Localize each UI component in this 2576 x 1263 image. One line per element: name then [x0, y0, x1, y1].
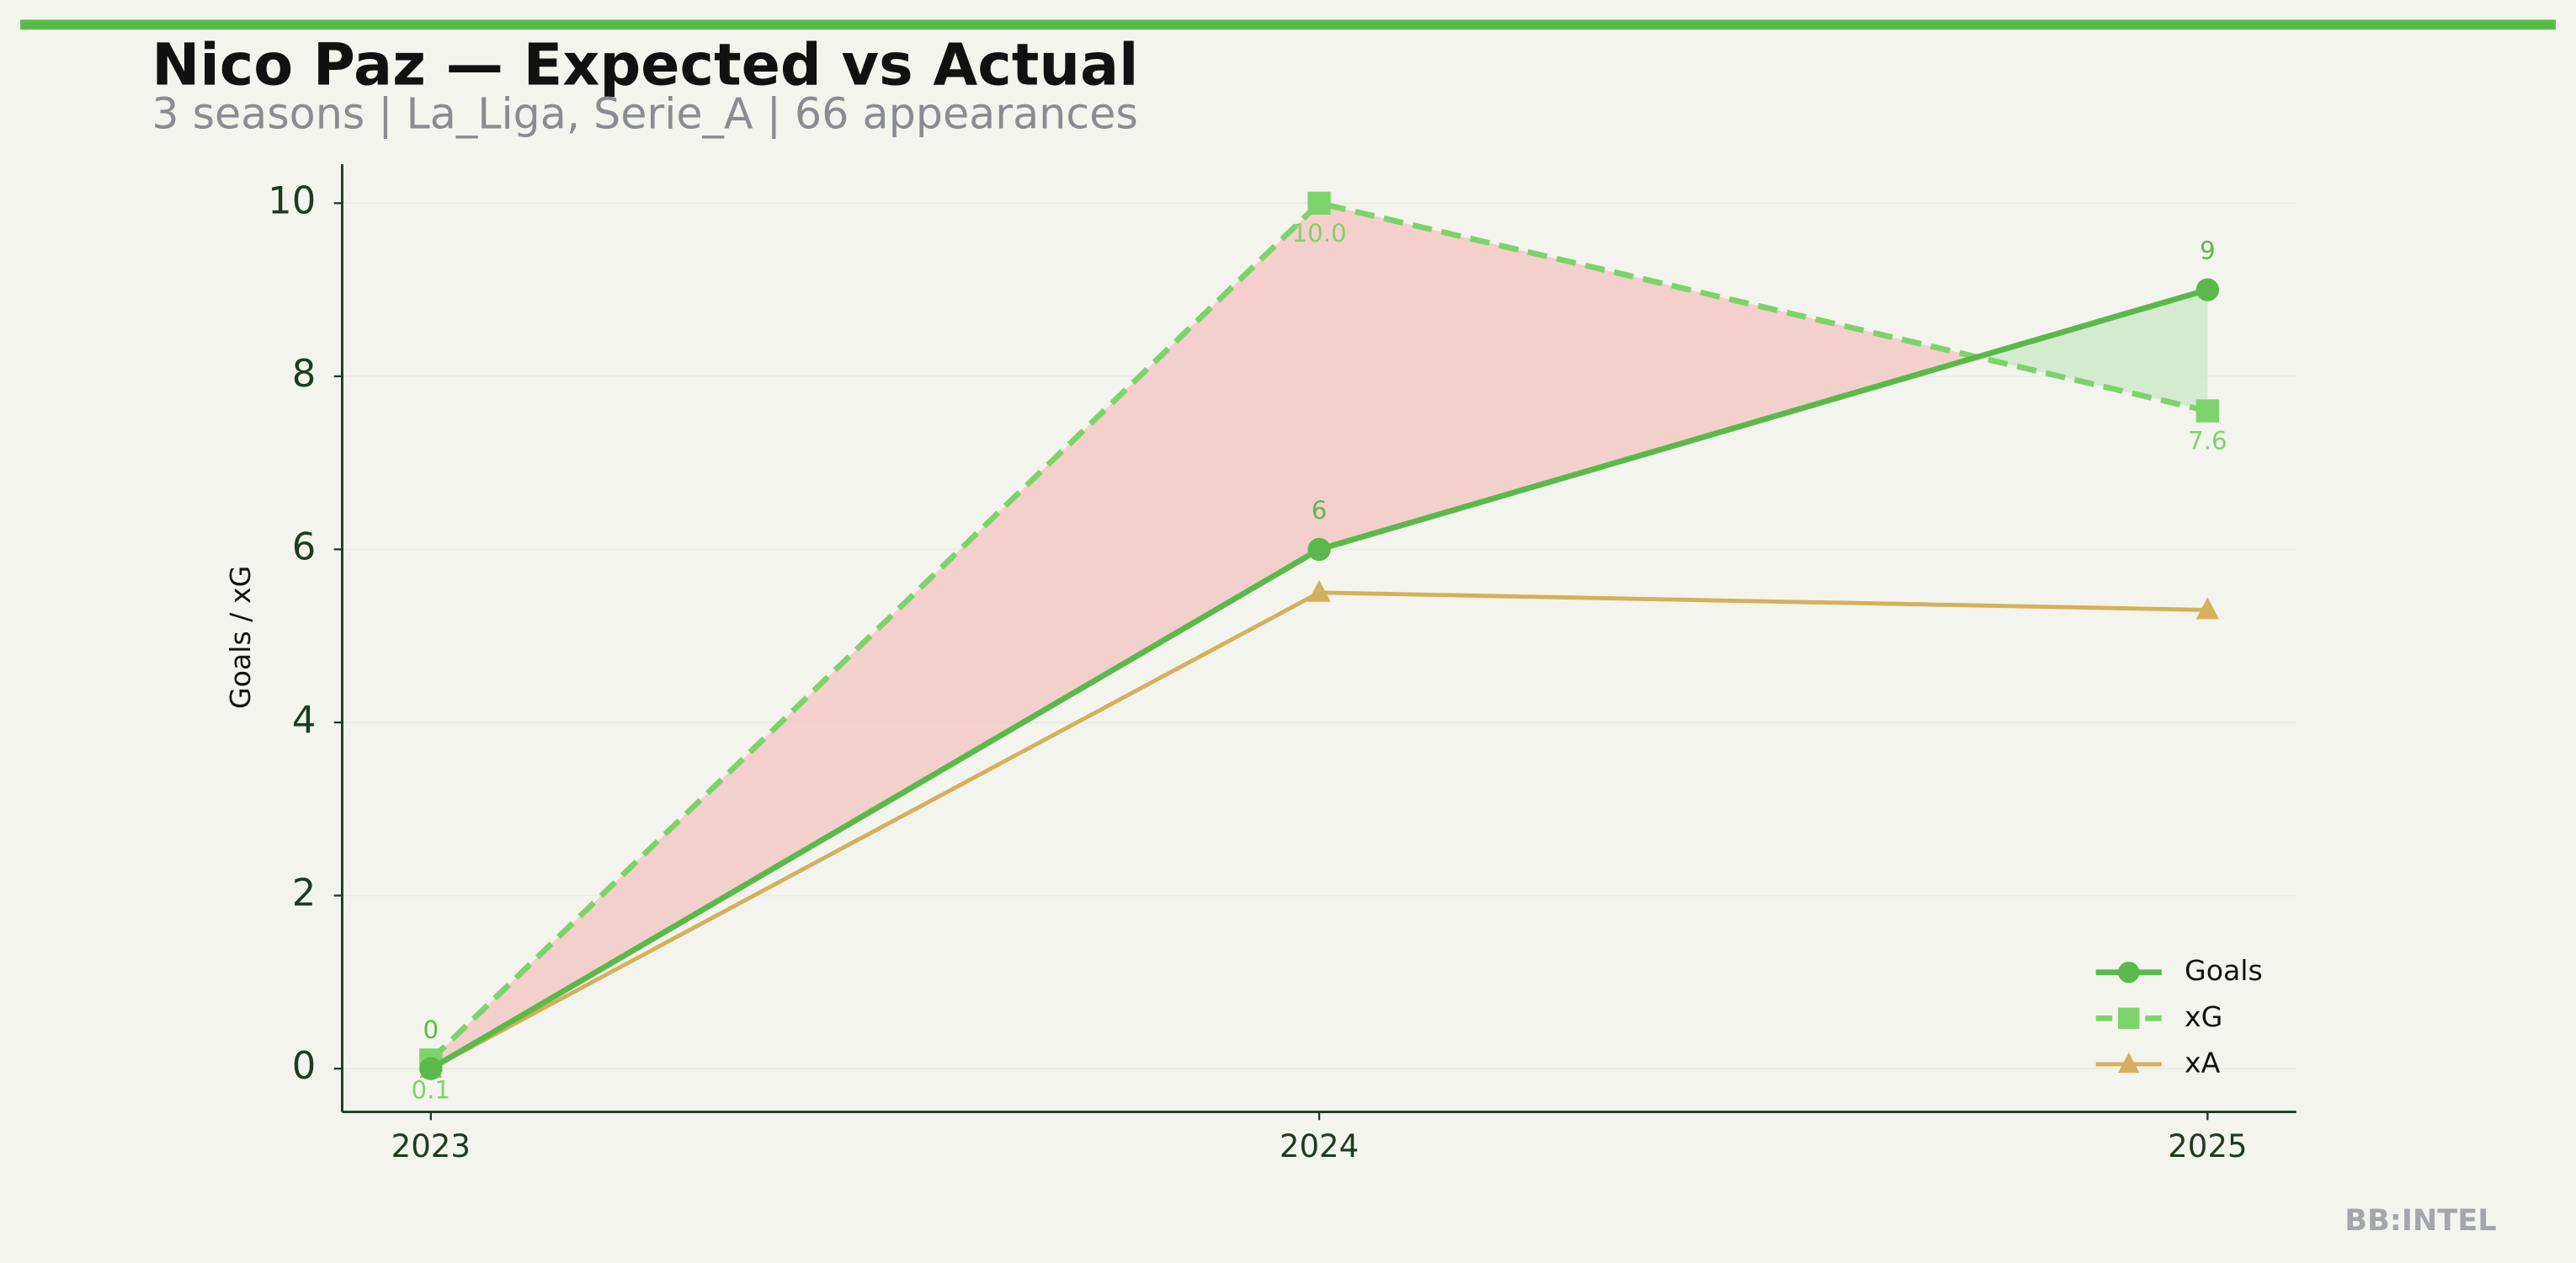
- y-tick-label: 8: [292, 351, 317, 396]
- top-bar: [20, 19, 2556, 30]
- gap-fill: [1319, 203, 1977, 550]
- x-tick-label: 2023: [391, 1128, 471, 1164]
- legend-marker: [2118, 1052, 2140, 1074]
- data-point: [2195, 597, 2219, 620]
- y-tick-label: 4: [292, 697, 317, 742]
- watermark: BB:INTEL: [2344, 1203, 2496, 1238]
- value-label: 0.1: [412, 1075, 451, 1104]
- legend-label: xG: [2185, 1000, 2222, 1033]
- x-tick-label: 2025: [2168, 1128, 2247, 1164]
- chart-subtitle: 3 seasons | La_Liga, Serie_A | 66 appear…: [152, 88, 1138, 139]
- x-tick-label: 2024: [1280, 1128, 1359, 1164]
- y-tick-label: 2: [292, 871, 317, 915]
- value-label: 10.0: [1291, 219, 1346, 248]
- value-label: 6: [1312, 496, 1328, 525]
- legend-marker: [2118, 962, 2140, 983]
- y-tick-label: 6: [292, 524, 317, 568]
- data-point: [2195, 399, 2219, 423]
- y-tick-label: 10: [268, 178, 316, 222]
- value-label: 9: [2200, 237, 2216, 265]
- data-point: [1307, 537, 1331, 562]
- data-point: [1307, 579, 1331, 602]
- y-axis-label: Goals / xG: [224, 566, 257, 709]
- value-label: 7.6: [2188, 427, 2227, 456]
- series-line: [428, 200, 2209, 1063]
- legend-marker: [2118, 1007, 2140, 1030]
- gap-fill: [1977, 290, 2208, 411]
- data-point: [1307, 191, 1331, 215]
- y-tick-label: 0: [292, 1043, 317, 1088]
- legend-label: xA: [2185, 1046, 2221, 1079]
- legend-label: Goals: [2185, 954, 2263, 987]
- value-label: 0: [423, 1015, 439, 1044]
- chart-title: Nico Paz — Expected vs Actual: [152, 32, 1138, 99]
- data-point: [419, 1057, 443, 1080]
- data-point: [2195, 278, 2219, 301]
